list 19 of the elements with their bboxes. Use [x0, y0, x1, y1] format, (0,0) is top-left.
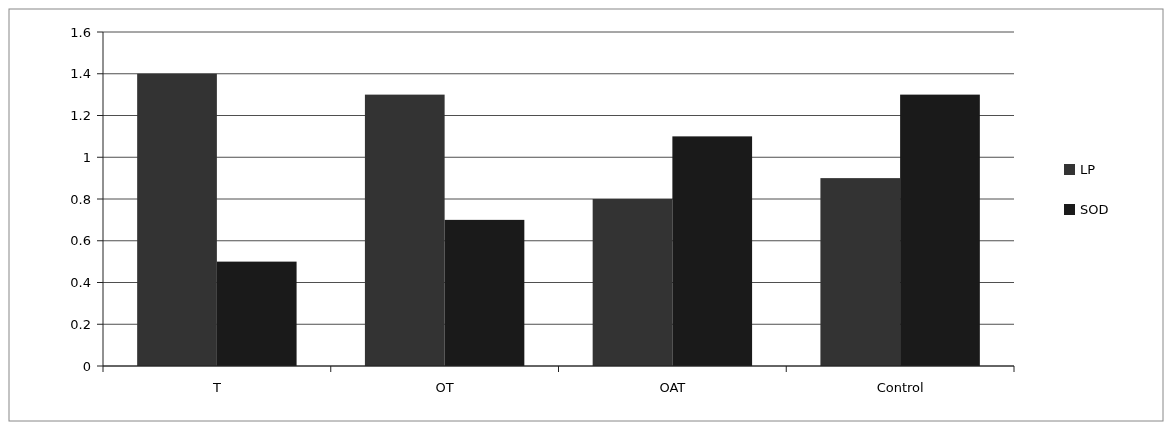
x-tick-label: OAT — [659, 380, 686, 395]
y-tick-label: 1.4 — [70, 66, 91, 82]
y-tick-label: 0.2 — [70, 316, 91, 332]
y-tick-label: 0 — [82, 358, 91, 374]
y-tick-label: 0.4 — [70, 275, 91, 291]
x-tick-label: T — [211, 380, 221, 395]
y-tick-label: 1.6 — [70, 24, 91, 40]
legend-label: SOD — [1080, 201, 1109, 217]
bar — [137, 73, 217, 366]
bar — [592, 199, 673, 366]
bar — [820, 178, 901, 366]
bar — [364, 94, 445, 366]
legend-label: LP — [1080, 161, 1096, 177]
y-tick-label: 0.8 — [70, 191, 91, 207]
y-tick-label: 0.6 — [70, 233, 91, 249]
y-tick-label: 1 — [82, 149, 91, 165]
x-tick-label: Control — [876, 380, 924, 395]
x-tick-label: OT — [435, 380, 454, 395]
y-tick-label: 1.2 — [70, 108, 91, 124]
